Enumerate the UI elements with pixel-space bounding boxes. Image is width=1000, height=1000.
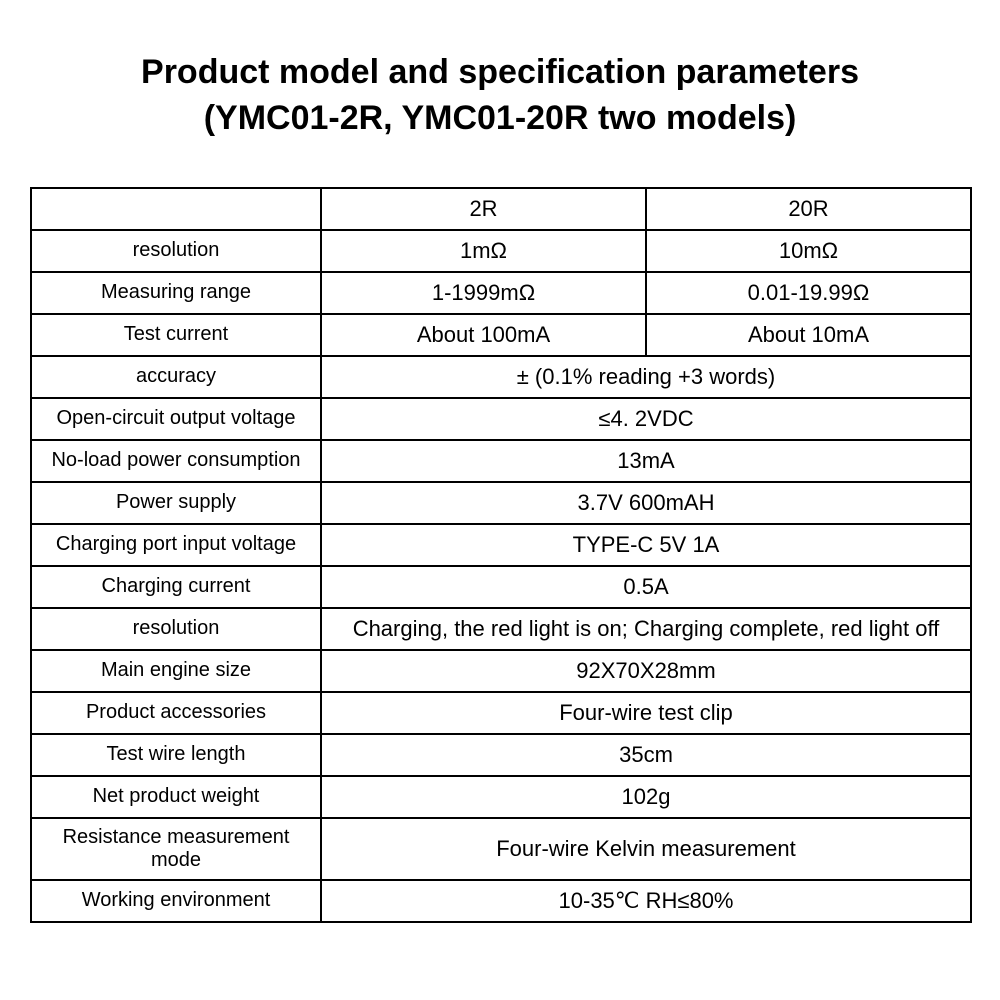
- row-value: ± (0.1% reading +3 words): [321, 356, 971, 398]
- header-col-b: 20R: [646, 188, 971, 230]
- table-row: Charging port input voltageTYPE-C 5V 1A: [31, 524, 971, 566]
- row-label: Product accessories: [31, 692, 321, 734]
- row-value: TYPE-C 5V 1A: [321, 524, 971, 566]
- row-label: resolution: [31, 608, 321, 650]
- row-label: Main engine size: [31, 650, 321, 692]
- row-value: 92X70X28mm: [321, 650, 971, 692]
- row-label: Test current: [31, 314, 321, 356]
- table-row: Working environment10-35℃ RH≤80%: [31, 880, 971, 922]
- row-value: 0.5A: [321, 566, 971, 608]
- row-value-b: 0.01-19.99Ω: [646, 272, 971, 314]
- table-row: Net product weight102g: [31, 776, 971, 818]
- row-value-b: About 10mA: [646, 314, 971, 356]
- row-label: Resistance measurement mode: [31, 818, 321, 880]
- row-value: 13mA: [321, 440, 971, 482]
- table-row: Test wire length35cm: [31, 734, 971, 776]
- row-label: Power supply: [31, 482, 321, 524]
- row-value: Charging, the red light is on; Charging …: [321, 608, 971, 650]
- row-label: Charging current: [31, 566, 321, 608]
- title-line-1: Product model and specification paramete…: [141, 53, 859, 91]
- row-value-a: 1-1999mΩ: [321, 272, 646, 314]
- table-row: Measuring range1-1999mΩ0.01-19.99Ω: [31, 272, 971, 314]
- row-value: 10-35℃ RH≤80%: [321, 880, 971, 922]
- row-value: 35cm: [321, 734, 971, 776]
- table-row: Product accessoriesFour-wire test clip: [31, 692, 971, 734]
- row-value: Four-wire test clip: [321, 692, 971, 734]
- table-row: resolution1mΩ10mΩ: [31, 230, 971, 272]
- row-value-b: 10mΩ: [646, 230, 971, 272]
- table-row: Power supply3.7V 600mAH: [31, 482, 971, 524]
- row-label: accuracy: [31, 356, 321, 398]
- row-label: Charging port input voltage: [31, 524, 321, 566]
- row-value-a: 1mΩ: [321, 230, 646, 272]
- row-label: Test wire length: [31, 734, 321, 776]
- table-row: Test currentAbout 100mAAbout 10mA: [31, 314, 971, 356]
- title-line-2: (YMC01-2R, YMC01-20R two models): [204, 99, 797, 137]
- row-label: No-load power consumption: [31, 440, 321, 482]
- table-row: Main engine size92X70X28mm: [31, 650, 971, 692]
- row-value: ≤4. 2VDC: [321, 398, 971, 440]
- header-col-a: 2R: [321, 188, 646, 230]
- row-label: resolution: [31, 230, 321, 272]
- row-label: Measuring range: [31, 272, 321, 314]
- row-label: Open-circuit output voltage: [31, 398, 321, 440]
- table-row: resolutionCharging, the red light is on;…: [31, 608, 971, 650]
- table-row: Charging current0.5A: [31, 566, 971, 608]
- row-value-a: About 100mA: [321, 314, 646, 356]
- page-title: Product model and specification paramete…: [30, 50, 970, 142]
- row-value: 3.7V 600mAH: [321, 482, 971, 524]
- spec-table: 2R20Rresolution1mΩ10mΩMeasuring range1-1…: [30, 187, 972, 923]
- table-row: No-load power consumption13mA: [31, 440, 971, 482]
- table-row: Open-circuit output voltage≤4. 2VDC: [31, 398, 971, 440]
- table-row: Resistance measurement modeFour-wire Kel…: [31, 818, 971, 880]
- row-label: Working environment: [31, 880, 321, 922]
- row-value: 102g: [321, 776, 971, 818]
- table-row: accuracy± (0.1% reading +3 words): [31, 356, 971, 398]
- table-header-row: 2R20R: [31, 188, 971, 230]
- header-label-cell: [31, 188, 321, 230]
- row-label: Net product weight: [31, 776, 321, 818]
- row-value: Four-wire Kelvin measurement: [321, 818, 971, 880]
